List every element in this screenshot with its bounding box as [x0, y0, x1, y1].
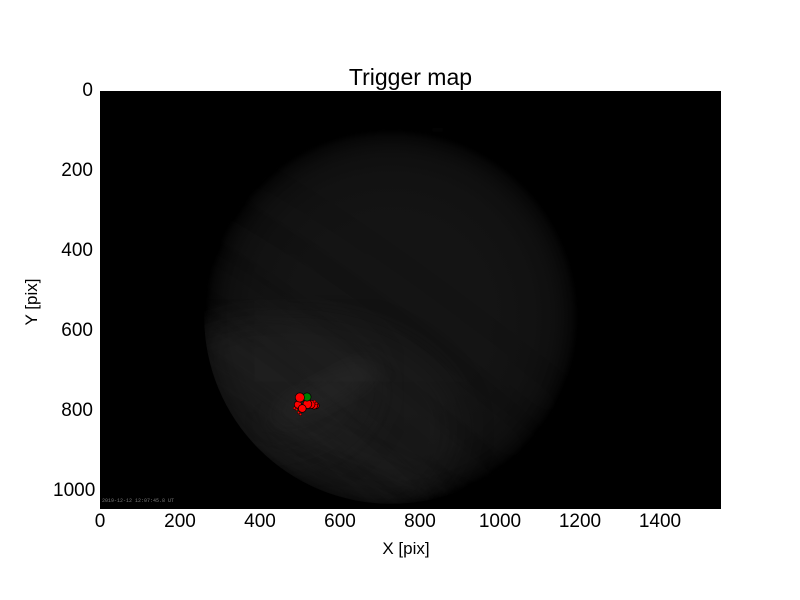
svg-text:2019-12-12 12:07:45.8 UT: 2019-12-12 12:07:45.8 UT [102, 498, 174, 504]
